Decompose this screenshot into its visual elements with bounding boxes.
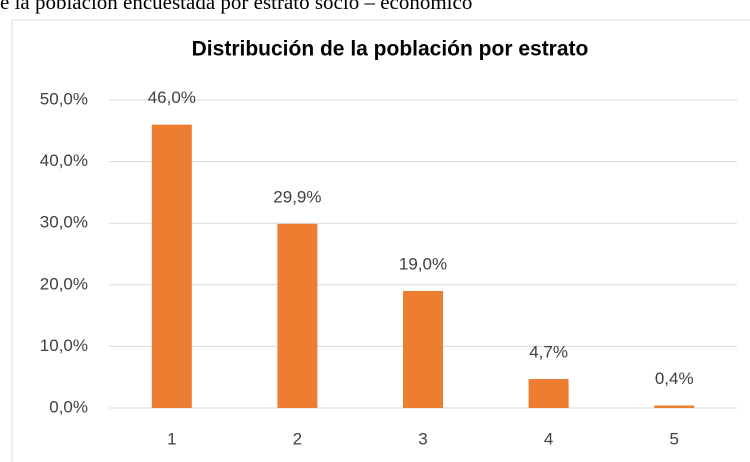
bar bbox=[151, 124, 192, 408]
bar bbox=[403, 290, 443, 408]
y-tick-label: 10,0% bbox=[40, 336, 88, 355]
y-tick-label: 40,0% bbox=[40, 151, 88, 170]
x-tick-label: 2 bbox=[293, 429, 302, 448]
x-tick-label: 5 bbox=[669, 429, 678, 448]
caption: e la población encuestada por estrato so… bbox=[0, 0, 472, 14]
data-label: 19,0% bbox=[399, 254, 447, 273]
chart-title: Distribución de la población por estrato bbox=[192, 38, 589, 61]
chart-frame bbox=[11, 19, 750, 462]
x-tick-label: 3 bbox=[418, 429, 427, 448]
bar bbox=[528, 379, 569, 408]
bar bbox=[654, 405, 695, 408]
data-label: 46,0% bbox=[148, 88, 196, 107]
y-tick-label: 30,0% bbox=[40, 213, 88, 232]
y-tick-label: 0,0% bbox=[49, 397, 88, 416]
x-tick-label: 1 bbox=[167, 429, 176, 448]
data-label: 29,9% bbox=[273, 187, 321, 206]
bar bbox=[277, 223, 318, 408]
x-tick-label: 4 bbox=[544, 429, 553, 448]
data-label: 0,4% bbox=[655, 369, 694, 388]
data-label: 4,7% bbox=[529, 343, 568, 362]
y-tick-label: 20,0% bbox=[40, 274, 88, 293]
y-tick-label: 50,0% bbox=[40, 89, 88, 108]
